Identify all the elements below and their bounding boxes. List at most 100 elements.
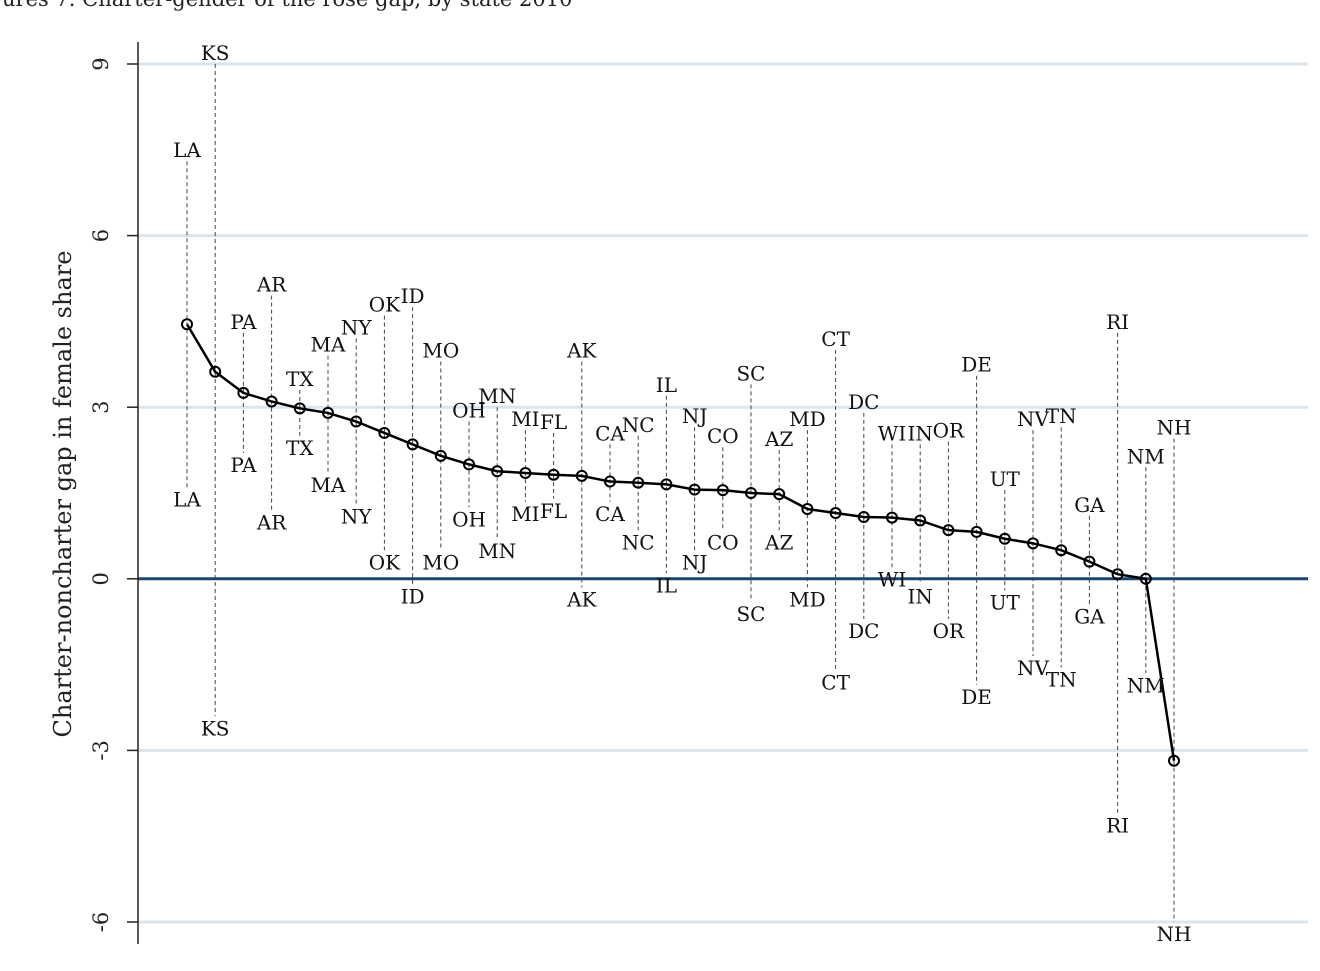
state-label-upper: IL	[656, 373, 677, 397]
data-point-mn	[491, 465, 504, 478]
data-point-ks	[209, 365, 222, 378]
state-label-upper: NM	[1127, 444, 1165, 468]
data-point-ma	[322, 406, 334, 419]
state-label-upper: CT	[821, 327, 850, 351]
state-label-lower: MN	[478, 539, 516, 563]
data-point-or	[942, 524, 955, 537]
data-point-fl	[547, 468, 560, 481]
data-point-az	[773, 488, 786, 501]
data-point-id	[406, 438, 419, 451]
state-label-lower: MO	[422, 550, 459, 574]
state-label-upper: DC	[848, 390, 879, 414]
state-label-lower: CT	[821, 671, 850, 695]
y-tick-label: -3	[89, 740, 113, 760]
state-label-upper: NC	[622, 413, 655, 437]
state-label-lower: TN	[1046, 668, 1077, 692]
state-label-upper: OR	[933, 419, 965, 443]
state-label-lower: ID	[401, 585, 425, 609]
data-point-ok	[378, 426, 391, 439]
state-label-lower: CA	[595, 502, 625, 526]
state-label-lower: MI	[511, 502, 539, 526]
data-point-wi	[886, 511, 898, 524]
state-label-lower: CO	[707, 530, 739, 554]
grid-layer	[138, 62, 1308, 924]
data-point-nj	[688, 483, 701, 496]
state-label-upper: RI	[1106, 310, 1129, 334]
data-point-ga	[1083, 555, 1096, 568]
data-point-sc	[745, 487, 757, 499]
data-point-md	[801, 503, 814, 516]
data-point-ny	[350, 415, 363, 428]
data-point-pa	[237, 386, 250, 399]
state-label-upper: GA	[1074, 493, 1105, 517]
state-labels: LALAKSKSPAPAARARTXTXMAMANYNYOKOKIDIDMOMO…	[173, 41, 1191, 946]
state-label-lower: AK	[566, 588, 597, 612]
state-label-lower: NM	[1127, 673, 1165, 697]
data-point-de	[970, 525, 983, 538]
state-label-upper: CO	[707, 424, 739, 448]
state-label-lower: MA	[311, 473, 346, 497]
y-tick-label: -6	[89, 912, 113, 932]
y-tick-label: 3	[89, 401, 113, 414]
state-label-upper: TX	[286, 367, 314, 391]
y-axis: -6 -3 0 3 6 9	[89, 42, 139, 944]
state-label-lower: IN	[907, 585, 932, 609]
state-label-lower: SC	[736, 602, 765, 626]
state-label-upper: AR	[256, 273, 287, 297]
state-label-upper: OK	[369, 293, 401, 317]
data-point-mo	[434, 449, 447, 462]
state-label-upper: AZ	[764, 427, 793, 451]
state-label-upper: AK	[566, 338, 597, 362]
data-point-nc	[632, 476, 645, 489]
data-point-co	[716, 484, 729, 497]
data-point-ca	[604, 475, 616, 488]
state-label-lower: GA	[1074, 605, 1105, 629]
state-label-upper: LA	[173, 138, 201, 162]
state-label-upper: NY	[341, 316, 373, 340]
data-point-ri	[1111, 568, 1124, 581]
state-label-upper: MA	[311, 333, 346, 357]
state-label-lower: NJ	[682, 550, 708, 574]
series-layer	[181, 318, 1180, 767]
data-point-nm	[1139, 572, 1152, 585]
state-label-upper: KS	[201, 41, 230, 65]
state-label-lower: KS	[201, 716, 230, 740]
state-label-lower: TX	[286, 436, 314, 460]
data-point-ut	[998, 532, 1011, 545]
data-point-nv	[1027, 537, 1039, 550]
state-label-lower: IL	[656, 573, 677, 597]
state-label-lower: NC	[622, 530, 655, 554]
state-label-lower: RI	[1106, 814, 1129, 838]
state-label-lower: LA	[173, 487, 201, 511]
data-point-nh	[1168, 754, 1180, 767]
y-tick-label: 6	[89, 229, 113, 242]
state-label-upper: IN	[907, 421, 932, 445]
state-label-lower: AZ	[764, 530, 793, 554]
state-label-lower: NV	[1017, 656, 1050, 680]
state-label-upper: MI	[511, 407, 539, 431]
state-label-upper: MO	[422, 338, 459, 362]
state-label-lower: MD	[789, 588, 826, 612]
state-label-lower: OR	[933, 619, 965, 643]
state-label-upper: DE	[961, 353, 992, 377]
state-label-upper: FL	[540, 410, 567, 434]
data-point-in	[914, 514, 927, 527]
data-point-ct	[829, 507, 842, 520]
state-label-lower: FL	[540, 499, 567, 523]
state-label-upper: ID	[401, 284, 425, 308]
y-tick-label: 9	[89, 57, 113, 70]
data-point-mi	[519, 466, 532, 479]
series-line	[185, 323, 1176, 761]
data-point-oh	[463, 458, 475, 471]
state-label-lower: OH	[452, 508, 486, 532]
y-tick-label: 0	[89, 572, 113, 585]
state-label-upper: NJ	[682, 404, 708, 428]
chart-title: ures 7. Charter-gender of the rose gap, …	[2, 0, 572, 11]
state-label-upper: UT	[990, 467, 1021, 491]
state-label-upper: OH	[452, 399, 486, 423]
state-label-lower: DC	[848, 619, 879, 643]
state-label-upper: CA	[595, 421, 625, 445]
state-label-lower: WI	[878, 568, 906, 592]
state-label-upper: SC	[736, 361, 765, 385]
